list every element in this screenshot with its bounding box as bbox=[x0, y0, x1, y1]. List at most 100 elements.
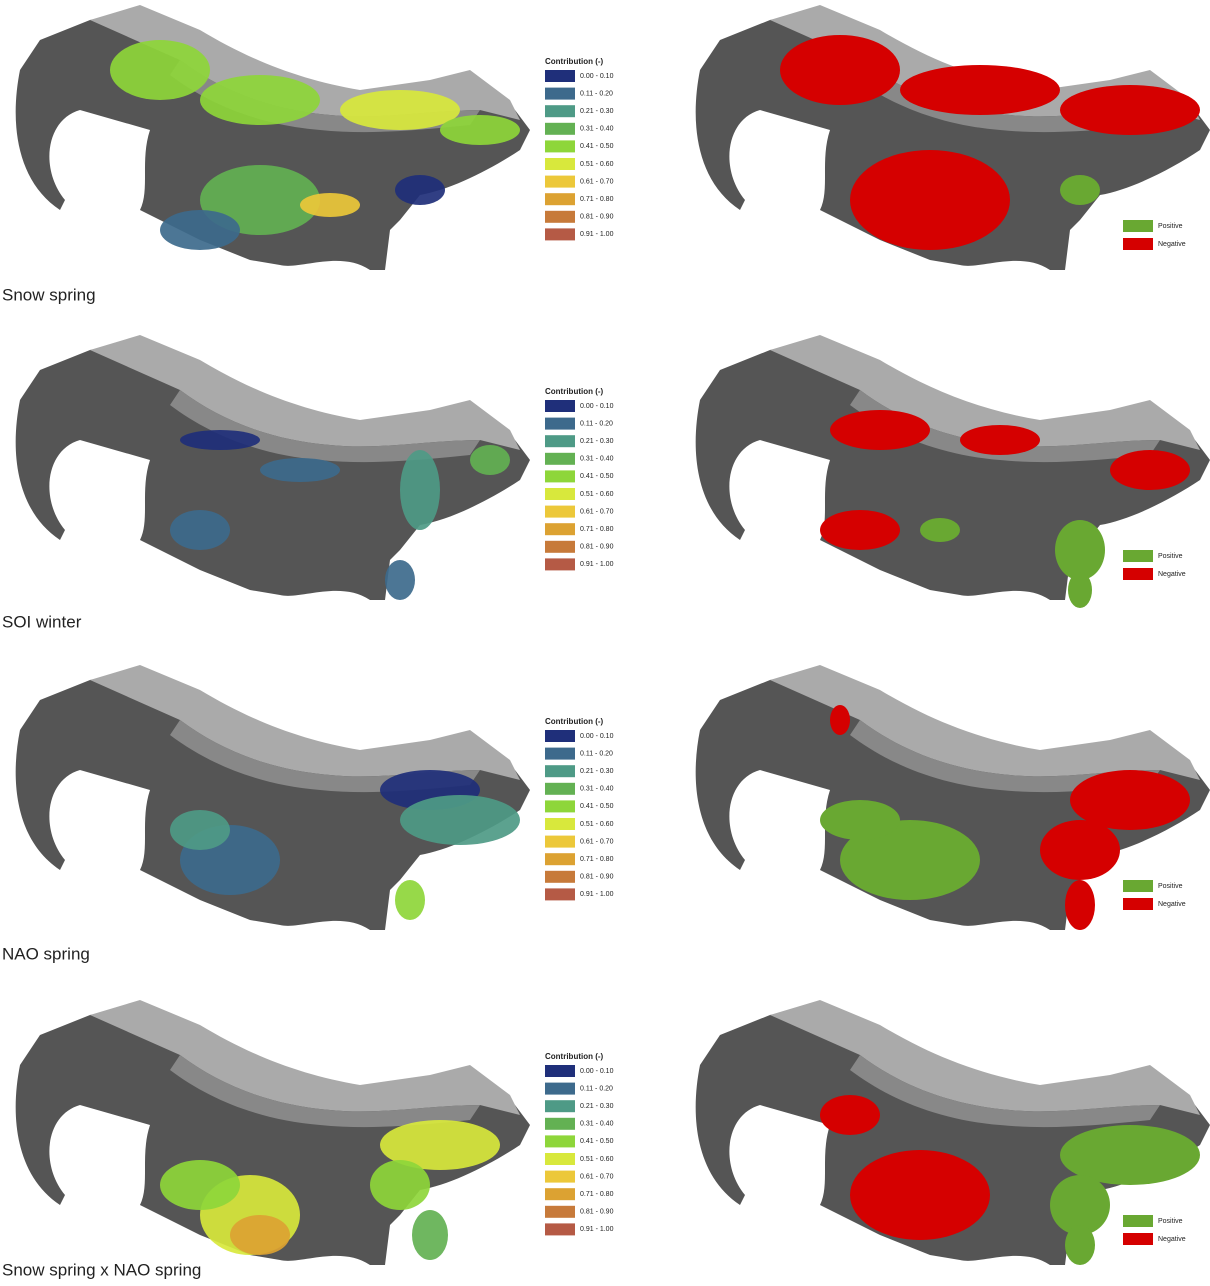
contribution-map bbox=[16, 665, 530, 930]
legend-swatch bbox=[545, 193, 575, 205]
legend-swatch bbox=[545, 523, 575, 535]
legend-label: 0.41 - 0.50 bbox=[580, 143, 614, 150]
sign-label: Negative bbox=[1158, 571, 1186, 578]
legend-swatch bbox=[545, 1135, 575, 1147]
legend-label: 0.00 - 0.10 bbox=[580, 403, 614, 410]
legend-label: 0.00 - 0.10 bbox=[580, 733, 614, 740]
contribution-area bbox=[260, 458, 340, 482]
sign-area bbox=[1060, 85, 1200, 135]
legend-swatch bbox=[545, 1065, 575, 1077]
sign-swatch bbox=[1123, 898, 1153, 910]
sign-area bbox=[1055, 520, 1105, 580]
legend-swatch bbox=[545, 470, 575, 482]
legend-swatch bbox=[545, 1188, 575, 1200]
panel-label: Snow spring x NAO spring bbox=[2, 1260, 201, 1279]
legend-swatch bbox=[545, 888, 575, 900]
legend-title: Contribution (-) bbox=[545, 387, 604, 396]
legend-label: 0.91 - 1.00 bbox=[580, 1226, 614, 1233]
sign-area bbox=[820, 1095, 880, 1135]
panel-label: SOI winter bbox=[2, 612, 82, 631]
legend-swatch bbox=[545, 853, 575, 865]
sign-area bbox=[820, 800, 900, 840]
contribution-area bbox=[440, 115, 520, 145]
legend-label: 0.41 - 0.50 bbox=[580, 803, 614, 810]
legend-swatch bbox=[545, 158, 575, 170]
legend-swatch bbox=[545, 435, 575, 447]
sign-area bbox=[850, 150, 1010, 250]
sign-label: Negative bbox=[1158, 901, 1186, 908]
legend-label: 0.51 - 0.60 bbox=[580, 821, 614, 828]
legend-label: 0.31 - 0.40 bbox=[580, 1121, 614, 1128]
sign-area bbox=[920, 518, 960, 542]
legend-label: 0.81 - 0.90 bbox=[580, 544, 614, 551]
sign-area bbox=[830, 410, 930, 450]
contribution-area bbox=[160, 1160, 240, 1210]
legend-label: 0.21 - 0.30 bbox=[580, 1103, 614, 1110]
contribution-area bbox=[400, 450, 440, 530]
legend-label: 0.11 - 0.20 bbox=[580, 750, 613, 757]
sign-area bbox=[830, 705, 850, 735]
contribution-area bbox=[300, 193, 360, 217]
legend-swatch bbox=[545, 70, 575, 82]
sign-swatch bbox=[1123, 1233, 1153, 1245]
legend-label: 0.11 - 0.20 bbox=[580, 1085, 613, 1092]
sign-area bbox=[820, 510, 900, 550]
contribution-area bbox=[385, 560, 415, 600]
legend-swatch bbox=[545, 1206, 575, 1218]
legend-swatch bbox=[545, 418, 575, 430]
legend-label: 0.41 - 0.50 bbox=[580, 473, 614, 480]
legend-label: 0.21 - 0.30 bbox=[580, 768, 614, 775]
sign-label: Positive bbox=[1158, 223, 1183, 230]
contribution-area bbox=[470, 445, 510, 475]
sign-area bbox=[1110, 450, 1190, 490]
sign-area bbox=[850, 1150, 990, 1240]
sign-map bbox=[696, 335, 1210, 608]
legend-swatch bbox=[545, 765, 575, 777]
legend-label: 0.81 - 0.90 bbox=[580, 214, 614, 221]
contribution-area bbox=[170, 510, 230, 550]
legend-swatch bbox=[545, 488, 575, 500]
legend-swatch bbox=[545, 400, 575, 412]
contribution-area bbox=[230, 1215, 290, 1255]
sign-label: Positive bbox=[1158, 1218, 1183, 1225]
sign-label: Positive bbox=[1158, 883, 1183, 890]
panel-label: NAO spring bbox=[2, 944, 90, 963]
contribution-area bbox=[370, 1160, 430, 1210]
contribution-map bbox=[16, 5, 530, 270]
legend-swatch bbox=[545, 88, 575, 100]
sign-area bbox=[1065, 880, 1095, 930]
legend-label: 0.71 - 0.80 bbox=[580, 526, 614, 533]
sign-area bbox=[960, 425, 1040, 455]
sign-swatch bbox=[1123, 568, 1153, 580]
sign-swatch bbox=[1123, 238, 1153, 250]
legend-label: 0.61 - 0.70 bbox=[580, 838, 614, 845]
legend-label: 0.71 - 0.80 bbox=[580, 856, 614, 863]
contribution-area bbox=[170, 810, 230, 850]
legend-label: 0.71 - 0.80 bbox=[580, 1191, 614, 1198]
legend-swatch bbox=[545, 506, 575, 518]
sign-area bbox=[1060, 175, 1100, 205]
legend-label: 0.81 - 0.90 bbox=[580, 1209, 614, 1216]
sign-area bbox=[1065, 1225, 1095, 1265]
legend-title: Contribution (-) bbox=[545, 57, 604, 66]
sign-label: Negative bbox=[1158, 241, 1186, 248]
legend-label: 0.31 - 0.40 bbox=[580, 456, 614, 463]
figure: Contribution (-) 0.00 - 0.10 0.11 - 0.20 0.… bbox=[0, 0, 1210, 1286]
contribution-area bbox=[395, 880, 425, 920]
contribution-area bbox=[180, 430, 260, 450]
legend-swatch bbox=[545, 1083, 575, 1095]
contribution-area bbox=[395, 175, 445, 205]
page: Contribution (-) 0.00 - 0.10 0.11 - 0.20 0.… bbox=[0, 0, 1210, 1286]
legend-label: 0.00 - 0.10 bbox=[580, 1068, 614, 1075]
legend-swatch bbox=[545, 1118, 575, 1130]
legend-swatch bbox=[545, 105, 575, 117]
legend-swatch bbox=[545, 836, 575, 848]
legend-title: Contribution (-) bbox=[545, 1052, 604, 1061]
legend-label: 0.81 - 0.90 bbox=[580, 874, 614, 881]
legend-swatch bbox=[545, 1223, 575, 1235]
panel-label: Snow spring bbox=[2, 285, 96, 304]
legend-label: 0.00 - 0.10 bbox=[580, 73, 614, 80]
sign-swatch bbox=[1123, 880, 1153, 892]
legend-swatch bbox=[545, 228, 575, 240]
legend-title: Contribution (-) bbox=[545, 717, 604, 726]
